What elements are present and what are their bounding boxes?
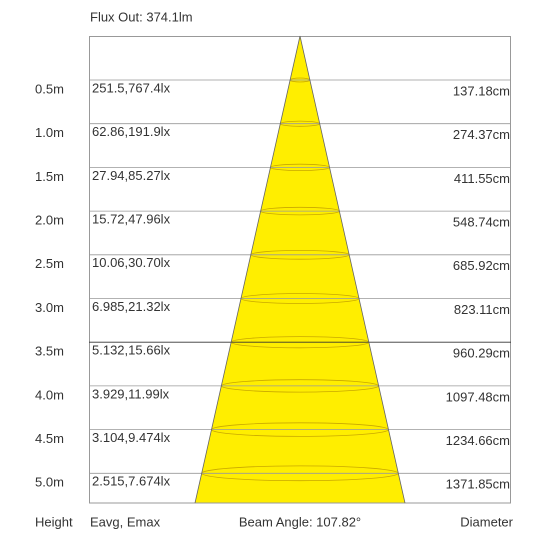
row-diameter: 548.74cm xyxy=(453,215,510,230)
rows: 0.5m 251.5,767.4lx 137.18cm 1.0m 62.86,191.9… xyxy=(35,77,511,492)
row-diameter: 137.18cm xyxy=(453,83,510,98)
footer-beam-angle: Beam Angle: 107.82° xyxy=(239,514,361,529)
row-lux: 2.515,7.674lx xyxy=(92,474,171,489)
row-height: 5.0m xyxy=(35,475,64,490)
row-lux: 27.94,85.27lx xyxy=(92,168,171,183)
row-diameter: 1371.85cm xyxy=(446,477,510,492)
footer-height: Height xyxy=(35,514,73,529)
row-lux: 251.5,767.4lx xyxy=(92,80,171,95)
cone-edge xyxy=(194,35,301,504)
footer-diameter: Diameter xyxy=(460,514,513,529)
row-lux: 5.132,15.66lx xyxy=(92,343,171,358)
row-height: 3.0m xyxy=(35,300,64,315)
row-diameter: 823.11cm xyxy=(454,302,510,317)
row-height: 1.0m xyxy=(35,125,64,140)
row-height: 2.0m xyxy=(35,213,64,228)
row-lux: 62.86,191.9lx xyxy=(92,124,171,139)
footer-lux: Eavg, Emax xyxy=(90,514,161,529)
row-diameter: 1234.66cm xyxy=(446,433,510,448)
row-diameter: 274.37cm xyxy=(453,127,510,142)
row-diameter: 685.92cm xyxy=(453,258,510,273)
row-lux: 3.104,9.474lx xyxy=(92,430,171,445)
row-lux: 6.985,21.32lx xyxy=(92,299,171,314)
row-diameter: 1097.48cm xyxy=(446,389,510,404)
row-height: 4.0m xyxy=(35,387,64,402)
row-lux: 15.72,47.96lx xyxy=(92,212,171,227)
row-height: 0.5m xyxy=(35,81,64,96)
row-diameter: 960.29cm xyxy=(453,346,510,361)
cone-edge xyxy=(299,35,406,504)
row-diameter: 411.55cm xyxy=(454,171,510,186)
row-height: 1.5m xyxy=(35,169,64,184)
flux-title: Flux Out: 374.1lm xyxy=(90,9,193,24)
row-height: 4.5m xyxy=(35,431,64,446)
row-height: 3.5m xyxy=(35,344,64,359)
row-lux: 10.06,30.70lx xyxy=(92,255,171,270)
beam-cone xyxy=(195,36,405,503)
row-lux: 3.929,11.99lx xyxy=(92,386,170,401)
row-height: 2.5m xyxy=(35,256,64,271)
